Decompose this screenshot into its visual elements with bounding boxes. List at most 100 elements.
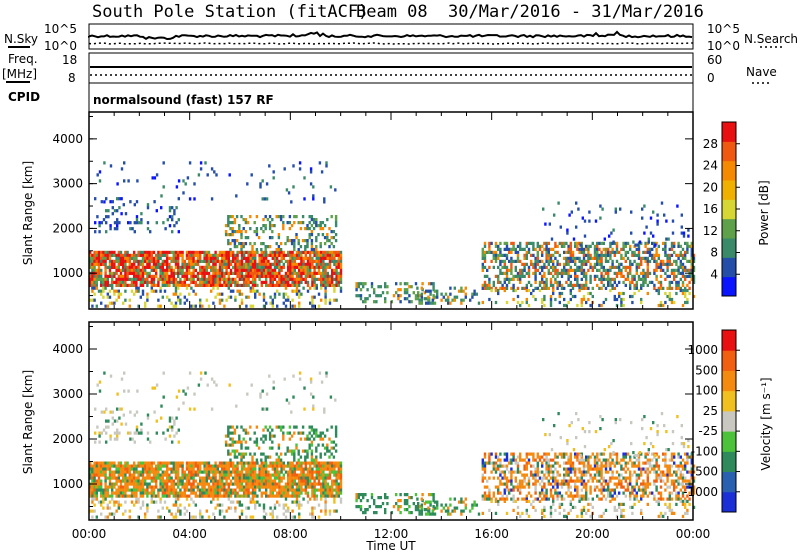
data-cell	[432, 496, 435, 500]
data-cell	[464, 503, 467, 507]
data-cell	[238, 440, 241, 444]
data-cell	[133, 476, 136, 480]
data-cell	[293, 449, 296, 453]
data-cell	[234, 476, 237, 480]
data-cell	[317, 253, 321, 257]
data-cell	[277, 458, 281, 462]
data-cell	[117, 473, 120, 477]
data-cell	[362, 493, 365, 497]
data-cell	[602, 247, 605, 251]
data-cell	[227, 449, 230, 453]
data-cell	[334, 425, 338, 429]
data-cell	[481, 467, 484, 471]
data-cell	[135, 221, 139, 225]
data-cell	[100, 256, 103, 260]
data-cell	[589, 244, 592, 248]
data-cell	[494, 256, 498, 260]
data-cell	[113, 482, 116, 486]
data-cell	[216, 259, 219, 263]
data-cell	[113, 464, 116, 468]
data-cell	[128, 509, 131, 513]
data-cell	[240, 452, 243, 456]
data-cell	[516, 488, 520, 492]
data-cell	[291, 488, 294, 492]
data-cell	[113, 250, 116, 254]
data-cell	[95, 259, 98, 263]
data-cell	[236, 253, 239, 257]
data-cell	[111, 410, 114, 414]
data-cell	[657, 286, 660, 290]
data-cell	[174, 515, 178, 519]
data-cell	[159, 268, 162, 272]
data-cell	[337, 488, 340, 492]
data-cell	[177, 265, 180, 269]
data-cell	[269, 464, 272, 468]
data-cell	[225, 268, 228, 272]
data-cell	[403, 297, 407, 301]
data-cell	[486, 286, 489, 290]
data-cell	[276, 494, 279, 498]
data-cell	[686, 250, 689, 254]
data-cell	[300, 476, 303, 480]
data-cell	[287, 470, 290, 474]
data-cell	[247, 271, 250, 275]
data-cell	[201, 259, 204, 263]
data-cell	[330, 242, 333, 246]
data-cell	[254, 500, 257, 504]
data-cell	[207, 259, 211, 263]
data-cell	[284, 274, 288, 278]
data-cell	[444, 298, 448, 302]
data-cell	[192, 304, 195, 308]
data-cell	[462, 509, 465, 513]
data-cell	[295, 262, 299, 266]
data-cell	[141, 292, 145, 296]
data-cell	[324, 494, 327, 498]
data-cell	[170, 488, 173, 492]
data-cell	[244, 446, 248, 450]
data-cell	[315, 221, 318, 225]
data-cell	[168, 265, 171, 269]
data-cell	[117, 292, 120, 296]
data-cell	[152, 250, 156, 254]
data-cell	[525, 253, 528, 257]
data-cell	[527, 288, 531, 293]
data-cell	[207, 461, 211, 465]
data-cell	[306, 224, 309, 228]
data-cell	[300, 250, 303, 254]
data-cell	[322, 265, 325, 269]
data-cell	[675, 262, 678, 266]
data-cell	[664, 250, 667, 254]
data-cell	[243, 485, 246, 489]
data-cell	[373, 502, 376, 506]
data-cell	[119, 280, 123, 284]
data-cell	[245, 479, 248, 483]
data-cell	[163, 461, 167, 465]
data-cell	[315, 248, 318, 252]
data-cell	[104, 515, 107, 519]
data-cell	[100, 289, 103, 293]
data-cell	[95, 515, 98, 519]
data-cell	[135, 271, 138, 275]
data-cell	[159, 289, 162, 293]
data-cell	[133, 283, 136, 287]
data-cell	[315, 494, 318, 498]
data-cell	[519, 470, 522, 474]
data-cell	[442, 295, 445, 299]
data-cell	[144, 304, 147, 308]
data-cell	[96, 215, 99, 219]
data-cell	[225, 476, 228, 480]
data-cell	[473, 503, 476, 507]
data-cell	[97, 256, 101, 260]
data-cell	[503, 482, 506, 486]
data-cell	[247, 295, 250, 299]
data-cell	[273, 271, 277, 275]
data-cell	[289, 476, 292, 480]
data-cell	[91, 473, 94, 477]
data-cell	[157, 464, 160, 468]
data-cell	[196, 494, 200, 498]
data-cell	[135, 425, 139, 429]
data-cell	[232, 271, 235, 275]
data-cell	[331, 464, 334, 468]
data-cell	[295, 253, 299, 257]
